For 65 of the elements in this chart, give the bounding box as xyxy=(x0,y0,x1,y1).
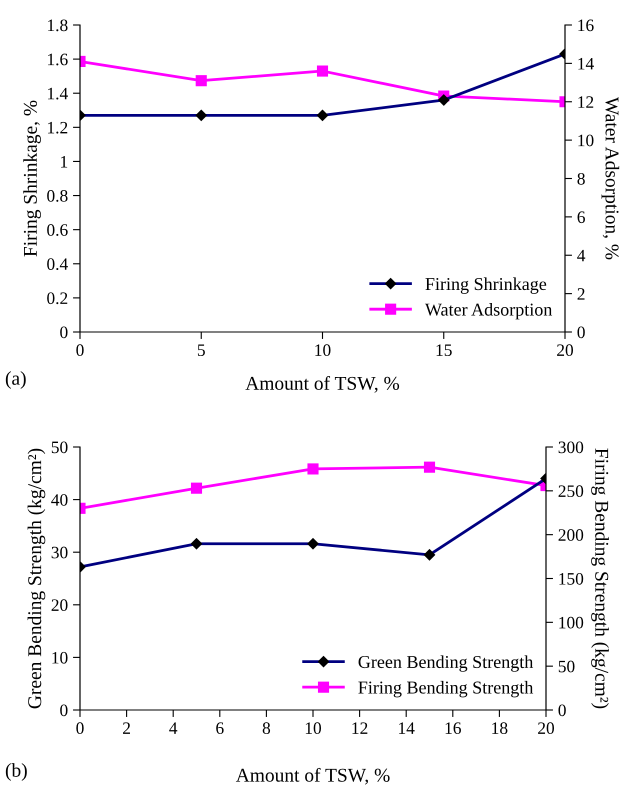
y-tick-label: 20 xyxy=(52,599,68,611)
y2-tick-label: 300 xyxy=(558,441,584,454)
y-tick-label: 1.4 xyxy=(48,88,68,100)
legend-label: Firing Shrinkage xyxy=(425,277,546,294)
y2-tick-label: 6 xyxy=(578,211,585,224)
y2-tick-label: 8 xyxy=(577,172,585,185)
point xyxy=(190,482,202,494)
point xyxy=(307,463,319,474)
y2-tick-label: 2 xyxy=(578,288,585,300)
x-tick-label: 20 xyxy=(538,722,554,734)
x-tick-label: 4 xyxy=(169,722,178,734)
x-tick-label: 8 xyxy=(262,722,270,734)
y-tick-label: 0.6 xyxy=(47,224,68,236)
y-tick-label: 1.6 xyxy=(48,54,68,66)
y2-tick-label: 14 xyxy=(578,58,594,70)
x-tick-label: 16 xyxy=(446,722,461,734)
x-tick-label: 10 xyxy=(306,722,322,734)
y-tick-label: 10 xyxy=(52,652,68,664)
y-tick-label: 0 xyxy=(60,326,68,338)
y2-tick-label: 50 xyxy=(558,660,575,672)
x-tick-label: 6 xyxy=(216,722,224,734)
x-tick-label: 5 xyxy=(198,344,205,356)
y2-tick-label: 12 xyxy=(578,96,594,108)
y-tick-label: 0.2 xyxy=(47,292,68,304)
y-tick-label: 50 xyxy=(52,441,68,454)
y2-tick-label: 10 xyxy=(578,134,594,146)
x-tick-label: 2 xyxy=(123,722,130,734)
x-axis-title: Amount of TSW, % xyxy=(236,768,390,785)
x-tick-label: 14 xyxy=(399,722,415,734)
x-tick-label: 15 xyxy=(436,344,452,356)
x-tick-label: 0 xyxy=(76,344,84,356)
y2-axis-title: Water Adsorption, % xyxy=(602,96,620,260)
point xyxy=(424,462,436,473)
x-tick-label: 20 xyxy=(557,344,574,356)
y2-tick-label: 4 xyxy=(577,250,586,262)
y2-tick-label: 0 xyxy=(558,704,566,716)
point xyxy=(316,65,328,77)
y-axis-title: Firing Shrinkage, % xyxy=(23,100,41,257)
y-tick-label: 1 xyxy=(61,156,68,168)
y-tick-label: 1.8 xyxy=(48,19,68,32)
x-tick-label: 10 xyxy=(315,344,331,356)
point xyxy=(196,75,207,86)
x-tick-label: 18 xyxy=(492,722,508,734)
y-tick-label: 0 xyxy=(60,704,68,716)
legend-label: Water Adsorption xyxy=(424,302,552,320)
y-axis-title: Green Bending Strength (kg/cm²) xyxy=(28,448,46,708)
y2-tick-label: 0 xyxy=(577,326,585,338)
y-tick-label: 1.2 xyxy=(48,122,68,134)
y2-tick-label: 100 xyxy=(559,616,584,629)
text: (a) xyxy=(6,371,26,389)
y2-axis-title: Firing Bending Strength (kg/cm²) xyxy=(591,448,609,708)
y2-tick-label: 200 xyxy=(558,529,584,541)
y-tick-label: 0.8 xyxy=(47,190,68,202)
y-tick-label: 40 xyxy=(51,494,68,506)
x-tick-label: 0 xyxy=(76,722,84,734)
text: (b) xyxy=(6,763,27,781)
x-tick-label: 12 xyxy=(352,722,368,734)
y2-tick-label: 150 xyxy=(559,572,584,585)
x-axis-title: Amount of TSW, % xyxy=(245,376,400,393)
y2-tick-label: 16 xyxy=(578,20,594,32)
y-tick-label: 30 xyxy=(52,546,68,558)
legend-label: Green Bending Strength xyxy=(358,655,534,672)
y2-tick-label: 250 xyxy=(558,485,584,498)
legend-label: Firing Bending Strength xyxy=(358,680,534,698)
y-tick-label: 0.4 xyxy=(47,258,68,270)
